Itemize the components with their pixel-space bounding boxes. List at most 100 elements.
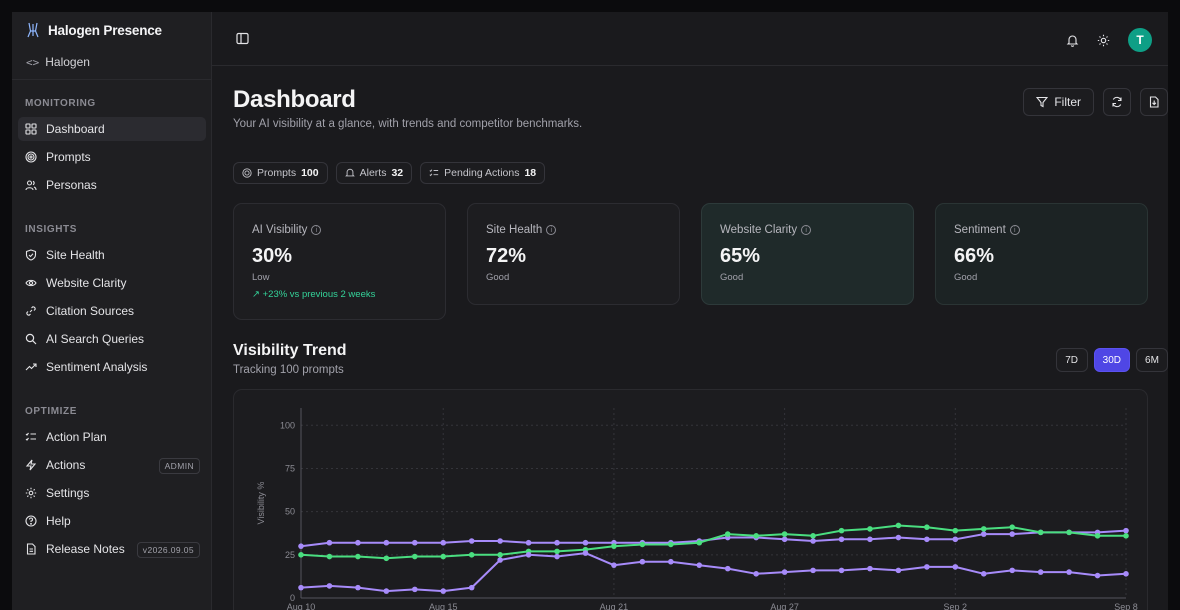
sidebar-item-label: Settings [46,486,90,500]
sidebar-item-prompts[interactable]: Prompts [18,145,206,169]
sidebar-item-label: Citation Sources [46,304,135,318]
info-icon[interactable]: i [311,225,322,235]
series-line-2 [300,552,1127,593]
card-site-health[interactable]: Site Health i 72% Good [467,203,680,305]
export-file-icon [1149,96,1159,108]
sidebar-item-personas[interactable]: Personas [18,173,206,197]
data-point [980,526,987,532]
avatar[interactable]: T [1128,28,1152,52]
y-axis-label: Visibility % [256,482,266,525]
sidebar-item-website-clarity[interactable]: Website Clarity [18,271,206,295]
sidebar-item-action-plan[interactable]: Action Plan [18,425,206,449]
workspace-name: Halogen [45,55,90,69]
sidebar-item-ai-search-queries[interactable]: AI Search Queries [18,327,206,351]
data-point [611,562,617,568]
data-point [753,571,759,577]
data-point [298,552,304,558]
y-tick-label: 100 [280,420,295,430]
bell-icon[interactable] [1066,34,1079,47]
info-icon[interactable]: i [1009,225,1020,235]
summary-chips: Prompts 100 Alerts 32 Pending Actions 18 [233,162,546,184]
sidebar-item-dashboard[interactable]: Dashboard [18,117,206,141]
data-point [411,539,418,546]
range-6m-button[interactable]: 6M [1136,348,1168,372]
data-point [497,557,503,563]
card-status: Good [720,272,744,283]
x-tick-label: Aug 15 [429,602,458,610]
link-icon [26,306,36,316]
data-point [1009,567,1016,574]
page-subtitle: Your AI visibility at a glance, with tre… [233,118,583,130]
card-label-row: Site Health i [486,224,679,236]
range-7d-button[interactable]: 7D [1055,348,1088,372]
card-ai-visibility[interactable]: AI Visibility i 30% Low ↗ +23% vs previou… [233,203,446,320]
range-30d-button[interactable]: 30D [1093,348,1130,372]
data-point [952,536,959,543]
page-title: Dashboard [233,86,356,113]
sidebar-item-label: Help [46,514,71,528]
workspace-switcher[interactable]: <> Halogen [26,55,90,69]
sidebar-divider [12,79,212,80]
sun-icon[interactable] [1097,34,1110,47]
card-trend-text: +23% vs previous 2 weeks [262,289,376,300]
info-icon[interactable]: i [801,225,812,235]
shield-check-icon [25,249,37,261]
admin-badge: ADMIN [158,458,200,474]
x-tick-label: Sep 8 [1114,602,1138,610]
sidebar-item-label: Prompts [46,150,91,164]
filter-label: Filter [1054,95,1081,109]
sidebar-item-settings[interactable]: Settings [18,481,206,505]
file-icon [26,543,36,555]
trend-subtitle: Tracking 100 prompts [233,364,344,376]
sidebar-item-site-health[interactable]: Site Health [18,243,206,267]
data-point [895,534,902,541]
sidebar-item-citation-sources[interactable]: Citation Sources [18,299,206,323]
app-name: Halogen Presence [48,22,162,38]
card-value: 30% [252,245,293,267]
data-point [582,539,589,546]
data-point [554,553,560,560]
data-point [1037,569,1044,575]
sidebar-item-help[interactable]: Help [18,509,206,533]
card-website-clarity[interactable]: Website Clarity i 65% Good [701,203,914,305]
brand[interactable]: Halogen Presence [26,22,162,38]
data-point [1123,533,1129,539]
data-point [1066,569,1072,575]
main-content: Dashboard Your AI visibility at a glance… [212,66,1168,610]
export-button[interactable] [1140,88,1168,116]
chip-pending-actions[interactable]: Pending Actions 18 [420,162,546,184]
chip-label: Prompts [257,167,297,179]
chip-prompts[interactable]: Prompts 100 [233,162,328,184]
x-tick-label: Aug 27 [770,602,799,610]
x-tick-label: Aug 10 [287,602,316,610]
data-point [1123,527,1129,534]
data-point [924,524,930,530]
sidebar-item-label: Dashboard [46,122,105,136]
search-icon [25,333,37,345]
card-status: Good [486,272,510,283]
data-point [724,565,731,572]
data-point [924,536,930,543]
sidebar-item-sentiment-analysis[interactable]: Sentiment Analysis [18,355,206,379]
sidebar-item-release-notes[interactable]: Release Notes v2026.09.05 [18,537,206,561]
chip-alerts[interactable]: Alerts 32 [335,162,413,184]
data-point [611,543,617,549]
bell-icon [344,168,355,177]
sidebar-item-actions[interactable]: Actions ADMIN [18,453,206,477]
card-value: 72% [486,245,527,267]
filter-button[interactable]: Filter [1023,88,1094,116]
sidebar-toggle-icon[interactable] [236,32,249,45]
data-point [980,531,987,537]
card-sentiment[interactable]: Sentiment i 66% Good [935,203,1148,305]
data-point [1037,529,1044,536]
refresh-button[interactable] [1103,88,1131,116]
data-point [867,536,873,543]
info-icon[interactable]: i [546,225,557,235]
header-actions: Filter [1023,88,1168,116]
data-point [781,569,788,575]
chip-count: 18 [524,167,537,179]
card-label: Website Clarity [720,224,798,236]
app-window: Halogen Presence <> Halogen MONITORING D… [12,12,1168,610]
data-point [810,533,816,539]
data-point [838,567,845,574]
